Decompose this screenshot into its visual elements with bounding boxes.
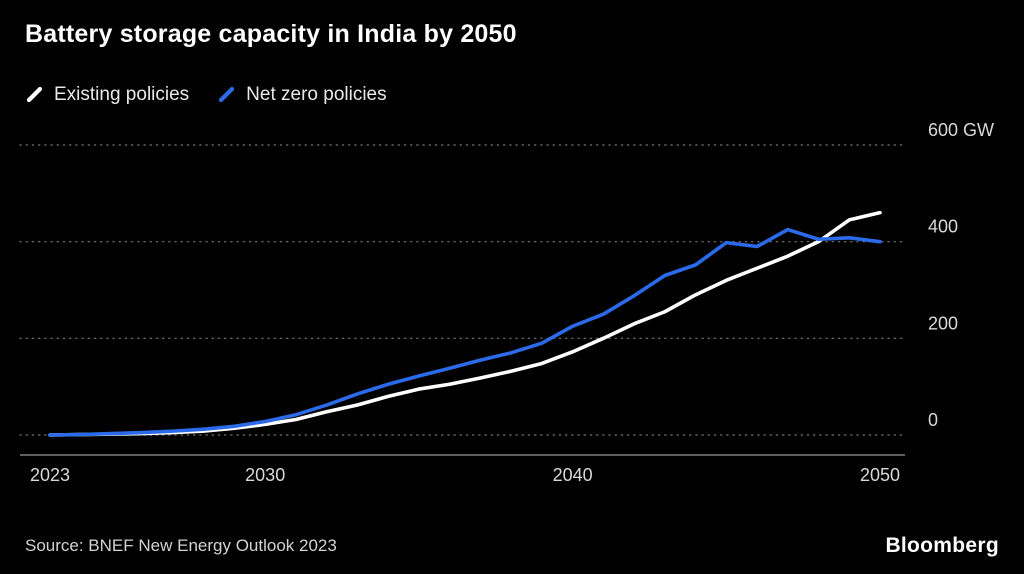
bloomberg-logo: Bloomberg bbox=[885, 534, 999, 557]
legend-item-existing-policies: Existing policies bbox=[25, 84, 189, 106]
x-tick-label-2023: 2023 bbox=[30, 465, 70, 485]
legend-label-existing-policies: Existing policies bbox=[54, 84, 190, 105]
source-note: Source: BNEF New Energy Outlook 2023 bbox=[25, 536, 337, 555]
existing-policies-line-swatch-icon bbox=[26, 86, 43, 103]
x-tick-label-2050: 2050 bbox=[860, 465, 900, 485]
legend-item-net-zero-policies: Net zero policies bbox=[217, 84, 387, 106]
y-tick-label-400: 400 bbox=[928, 217, 958, 237]
y-tick-label-200: 200 bbox=[928, 313, 958, 333]
legend-label-net-zero-policies: Net zero policies bbox=[246, 84, 387, 105]
net-zero-policies-line-swatch-icon bbox=[219, 86, 235, 103]
line-chart: 0 200 400 600 GW 2023 2030 2040 2050 bbox=[19, 120, 994, 485]
y-tick-label-600: 600 GW bbox=[928, 120, 994, 140]
footer: Source: BNEF New Energy Outlook 2023 Blo… bbox=[25, 534, 999, 558]
y-tick-label-0: 0 bbox=[928, 410, 938, 430]
legend: Existing policies Net zero policies bbox=[25, 84, 387, 106]
page-title: Battery storage capacity in India by 205… bbox=[25, 20, 517, 48]
series-line-net-zero-policies bbox=[48, 227, 882, 437]
x-tick-label-2030: 2030 bbox=[245, 465, 285, 485]
x-tick-label-2040: 2040 bbox=[553, 465, 593, 485]
